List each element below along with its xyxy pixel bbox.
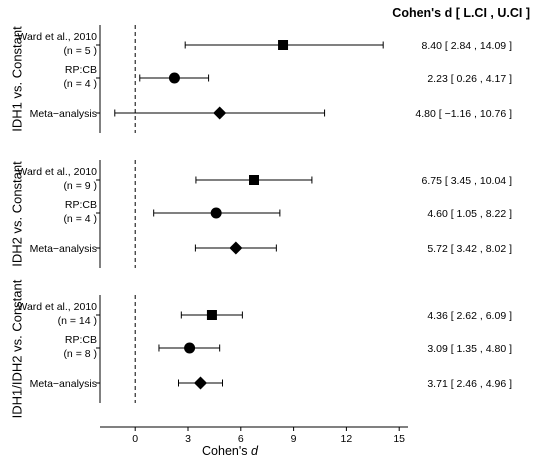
sample-size-label: (n = 4 ) — [63, 213, 97, 225]
x-axis: 0 3 6 9 12 15 — [100, 426, 408, 445]
study-label: Meta−analysis — [30, 378, 97, 390]
study-label: Ward et al., 2010 — [17, 31, 97, 43]
effect-size-value: 4.60 [ 1.05 , 8.22 ] — [427, 208, 512, 220]
effect-size-value: 4.36 [ 2.62 , 6.09 ] — [427, 310, 512, 322]
point-estimate-circle — [184, 342, 196, 354]
x-axis-label-symbol: d — [251, 444, 259, 458]
effect-size-value: 3.09 [ 1.35 , 4.80 ] — [427, 343, 512, 355]
study-label: Meta−analysis — [30, 243, 97, 255]
study-label: Ward et al., 2010 — [17, 301, 97, 313]
x-axis-label-text: Cohen's — [202, 444, 247, 458]
study-label: RP:CB — [65, 64, 97, 76]
panel-label: IDH1 vs. Constant — [10, 26, 25, 132]
x-tick-label: 15 — [393, 433, 405, 445]
x-tick-label: 0 — [132, 433, 138, 445]
sample-size-label: (n = 14 ) — [58, 315, 97, 327]
sample-size-label: (n = 4 ) — [63, 78, 97, 90]
x-axis-label: Cohen's d — [202, 444, 259, 458]
x-tick-label: 12 — [341, 433, 353, 445]
point-estimate-diamond — [193, 376, 207, 390]
sample-size-label: (n = 5 ) — [63, 45, 97, 57]
point-estimate-diamond — [213, 106, 227, 120]
point-estimate-square — [206, 310, 217, 320]
effect-size-value: 4.80 [ −1.16 , 10.76 ] — [415, 108, 512, 120]
sample-size-label: (n = 8 ) — [63, 348, 97, 360]
effect-size-value: 6.75 [ 3.45 , 10.04 ] — [422, 175, 513, 187]
point-estimate-circle — [168, 72, 180, 84]
column-header: Cohen's d [ L.CI , U.CI ] — [392, 6, 530, 20]
study-label: RP:CB — [65, 334, 97, 346]
point-estimate-square — [249, 175, 259, 185]
panel-label: IDH2 vs. Constant — [10, 161, 25, 267]
point-estimate-circle — [210, 207, 222, 219]
x-tick-label: 6 — [238, 433, 244, 445]
sample-size-label: (n = 9 ) — [63, 180, 97, 192]
x-tick-label: 3 — [185, 433, 191, 445]
x-tick-label: 9 — [291, 433, 297, 445]
effect-size-value: 2.23 [ 0.26 , 4.17 ] — [427, 73, 512, 85]
point-estimate-diamond — [229, 241, 243, 255]
study-label: Meta−analysis — [30, 108, 97, 120]
point-estimate-square — [278, 40, 289, 50]
panel-label: IDH1/IDH2 vs. Constant — [10, 279, 25, 418]
effect-size-value: 8.40 [ 2.84 , 14.09 ] — [422, 40, 513, 52]
study-label: RP:CB — [65, 199, 97, 211]
study-label: Ward et al., 2010 — [17, 166, 97, 178]
effect-size-value: 3.71 [ 2.46 , 4.96 ] — [427, 378, 512, 390]
effect-size-value: 5.72 [ 3.42 , 8.02 ] — [427, 243, 512, 255]
